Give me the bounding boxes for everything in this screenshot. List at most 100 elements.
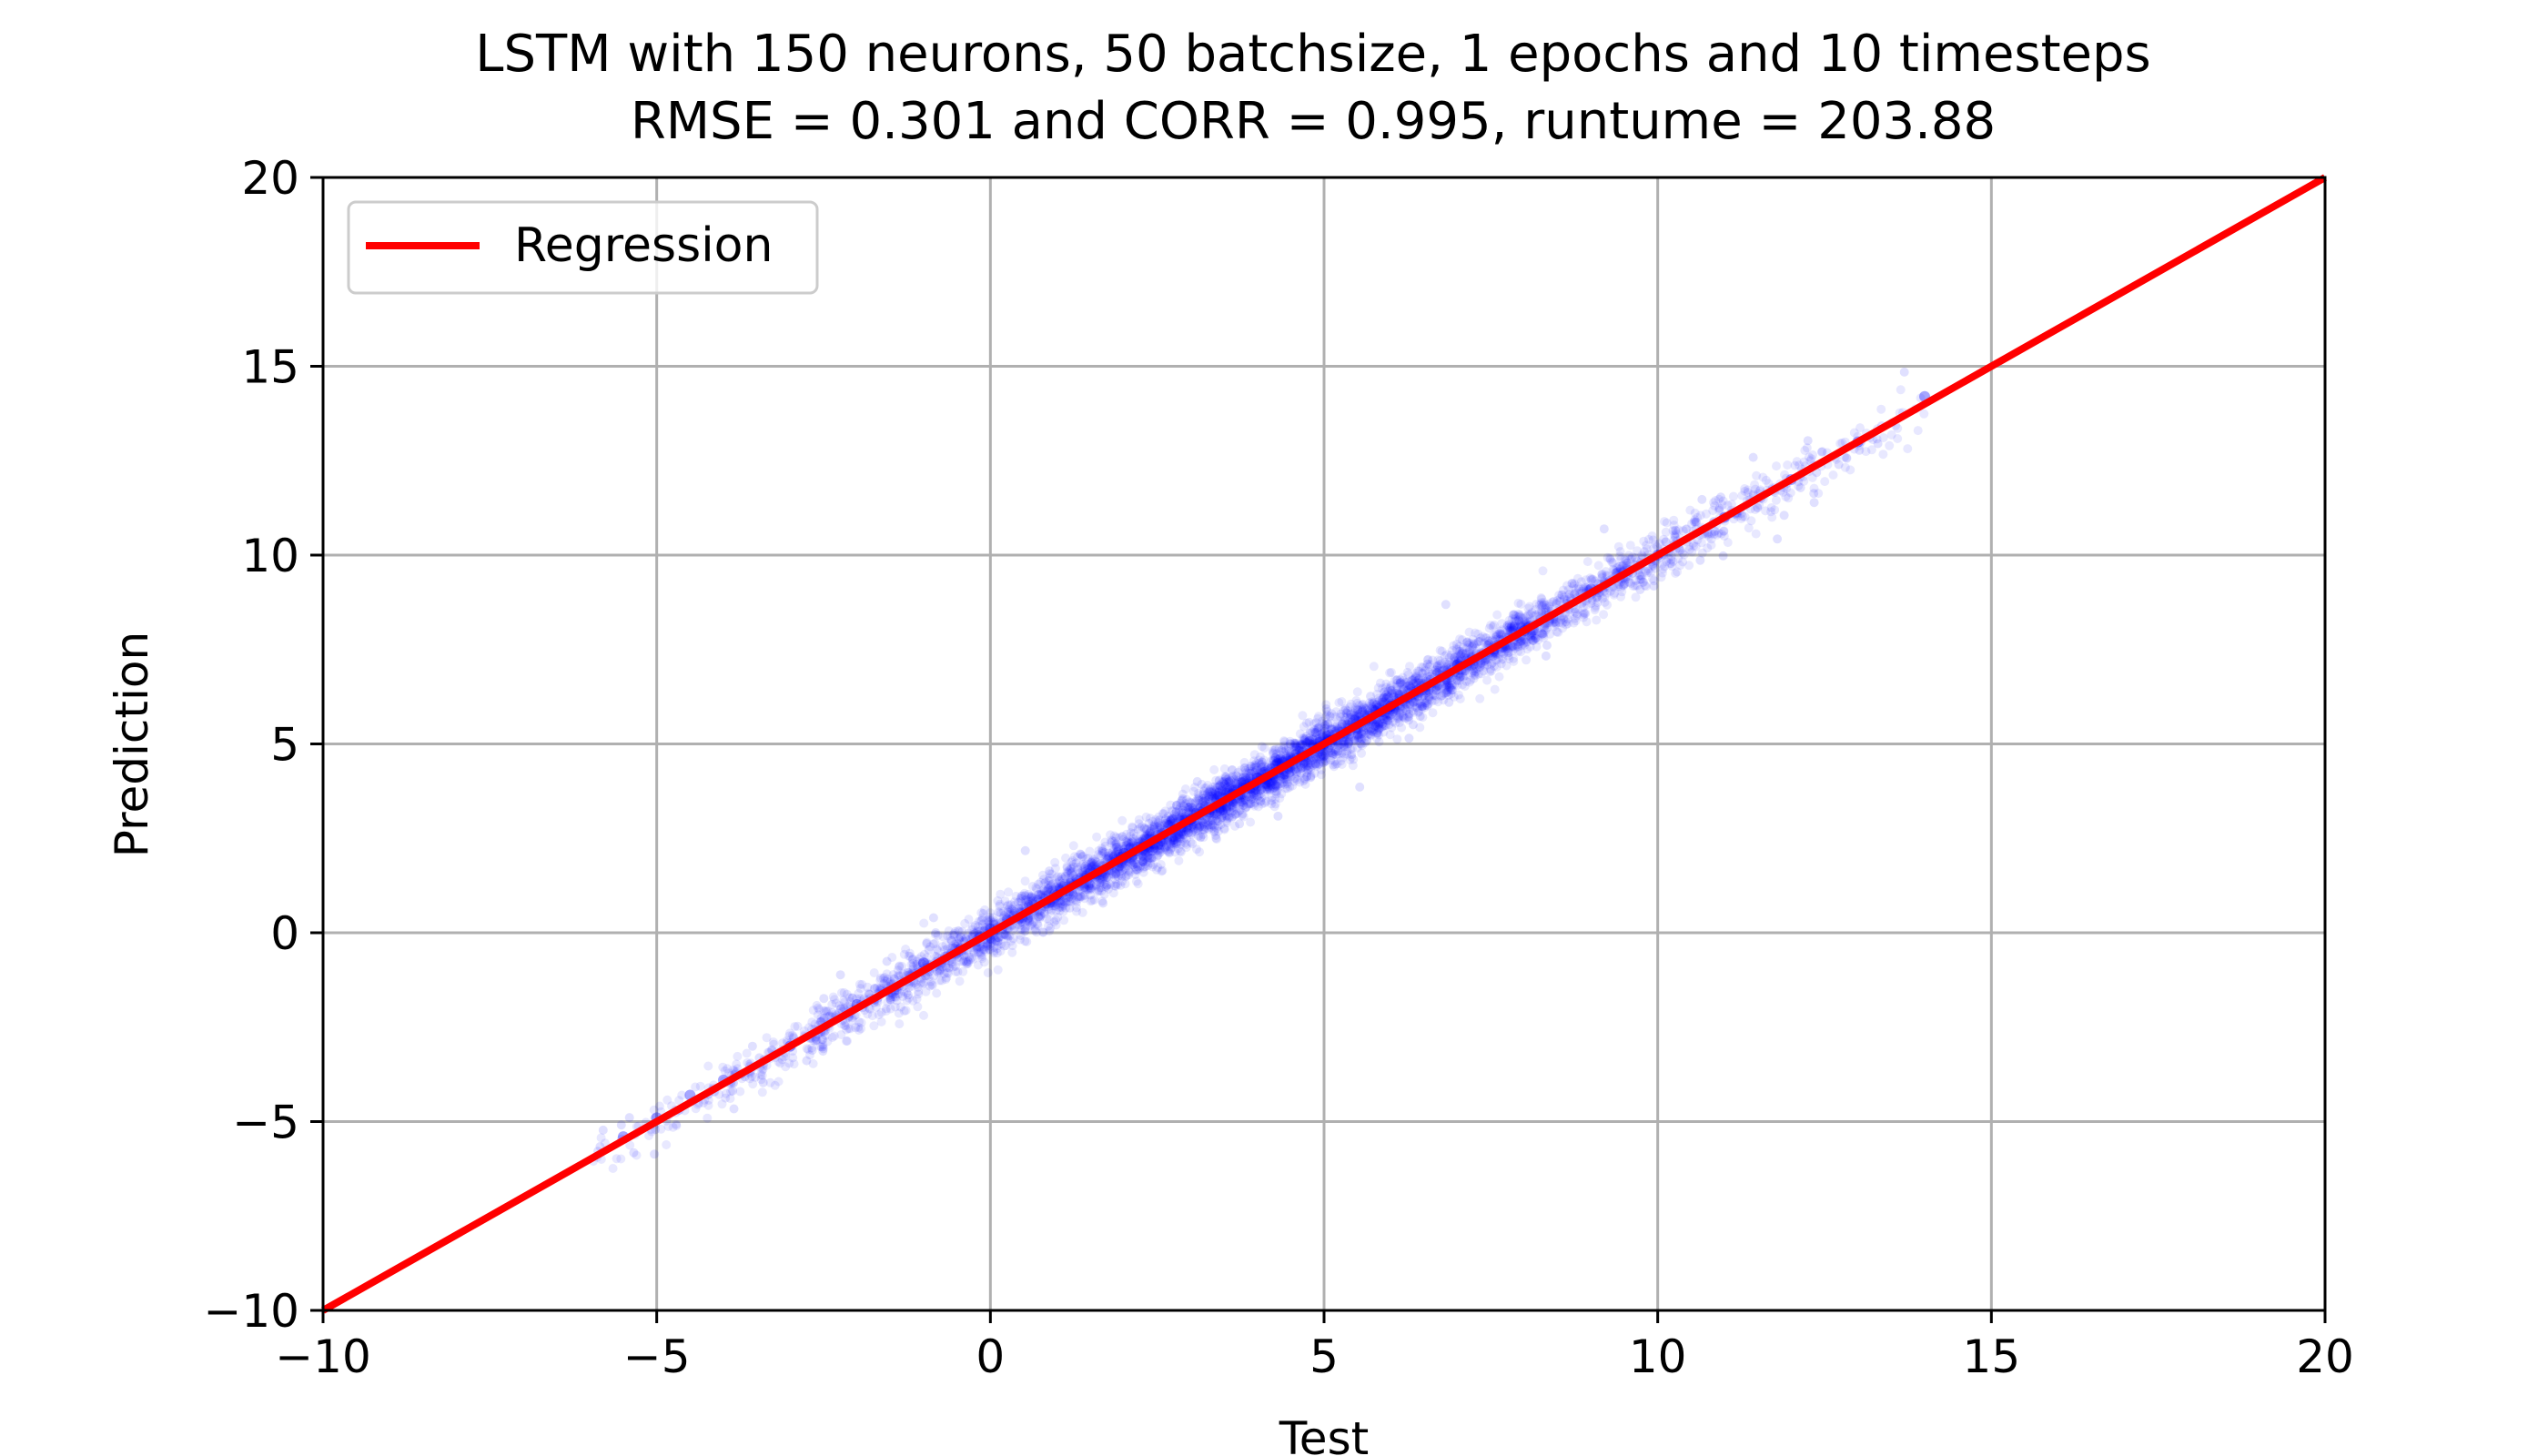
scatter-point: [847, 993, 857, 1003]
scatter-point: [1675, 561, 1685, 571]
scatter-point: [980, 945, 989, 955]
scatter-point: [1424, 667, 1434, 677]
scatter-point: [654, 1101, 664, 1111]
scatter-point: [1312, 723, 1322, 733]
scatter-point: [1053, 912, 1063, 922]
scatter-point: [1277, 746, 1287, 755]
scatter-point: [1509, 653, 1518, 663]
scatter-point: [1466, 675, 1476, 685]
scatter-point: [1489, 662, 1499, 671]
scatter-point: [1117, 841, 1127, 851]
scatter-point: [1245, 763, 1255, 774]
scatter-point: [1625, 554, 1634, 564]
scatter-point: [1661, 527, 1671, 537]
scatter-point: [1032, 919, 1042, 929]
scatter-point: [1668, 556, 1678, 566]
scatter-point: [817, 1035, 827, 1045]
scatter-point: [865, 1004, 875, 1014]
scatter-point: [1617, 587, 1627, 597]
scatter-point: [1047, 885, 1057, 895]
scatter-point: [1213, 790, 1223, 800]
scatter-point: [1321, 700, 1331, 710]
scatter-point: [1384, 711, 1394, 721]
scatter-point: [1204, 791, 1214, 801]
scatter-point: [1110, 836, 1120, 846]
scatter-point: [1587, 595, 1597, 605]
scatter-point: [1217, 784, 1227, 794]
scatter-point: [1099, 872, 1108, 882]
scatter-point: [895, 962, 904, 972]
scatter-point: [1431, 685, 1441, 695]
scatter-point: [1605, 554, 1615, 564]
scatter-point: [1272, 749, 1281, 759]
scatter-point: [1475, 693, 1485, 703]
scatter-point: [1372, 728, 1382, 738]
scatter-point: [1316, 770, 1326, 780]
scatter-point: [921, 986, 931, 996]
scatter-point: [1771, 495, 1781, 505]
scatter-point: [1087, 862, 1097, 872]
scatter-point: [1586, 575, 1596, 585]
scatter-point: [1015, 935, 1025, 945]
scatter-point: [672, 1121, 682, 1130]
scatter-point: [1488, 652, 1498, 662]
scatter-point: [1239, 798, 1249, 808]
scatter-point: [1642, 568, 1652, 578]
scatter-point: [1279, 741, 1289, 751]
scatter-point: [1168, 836, 1178, 845]
scatter-point: [1432, 661, 1442, 671]
scatter-point: [1222, 784, 1231, 793]
scatter-point: [1781, 491, 1791, 501]
scatter-point: [905, 948, 915, 958]
scatter-point: [970, 920, 980, 930]
scatter-point: [663, 1121, 673, 1131]
scatter-point: [1456, 649, 1466, 659]
scatter-point: [1219, 779, 1229, 789]
scatter-point: [1146, 826, 1156, 836]
scatter-point: [1491, 630, 1502, 640]
scatter-point: [1673, 567, 1682, 577]
scatter-point: [1090, 854, 1099, 864]
scatter-point: [1351, 696, 1361, 705]
scatter-point: [1310, 752, 1320, 762]
scatter-point: [888, 970, 898, 980]
scatter-point: [1284, 751, 1294, 761]
scatter-point: [1828, 470, 1838, 480]
scatter-point: [1671, 529, 1681, 539]
scatter-point: [1047, 884, 1057, 894]
scatter-point: [1597, 570, 1606, 580]
scatter-point: [895, 1019, 905, 1029]
scatter-point: [1286, 767, 1296, 777]
scatter-point: [1088, 854, 1098, 864]
scatter-point: [919, 949, 929, 959]
scatter-point: [1039, 878, 1049, 888]
scatter-point: [1156, 846, 1166, 856]
scatter-point: [1111, 868, 1120, 878]
scatter-point: [721, 1093, 731, 1103]
scatter-point: [1817, 447, 1827, 457]
scatter-point: [1092, 857, 1102, 867]
scatter-point: [1003, 905, 1013, 915]
scatter-point: [1269, 755, 1279, 765]
scatter-point: [1752, 470, 1762, 480]
scatter-point: [1174, 855, 1184, 865]
scatter-point: [1417, 699, 1427, 709]
scatter-point: [932, 988, 942, 998]
scatter-point: [1201, 795, 1211, 805]
scatter-point: [1096, 875, 1106, 885]
scatter-point: [1193, 825, 1203, 835]
scatter-point: [1476, 658, 1486, 668]
scatter-point: [919, 1010, 928, 1020]
scatter-point: [1496, 630, 1506, 640]
scatter-point: [1332, 721, 1342, 731]
scatter-point: [1532, 642, 1542, 652]
scatter-point: [757, 1087, 767, 1097]
scatter-point: [1500, 646, 1510, 656]
scatter-point: [1538, 566, 1548, 576]
scatter-point: [1481, 633, 1491, 643]
scatter-point: [1386, 713, 1396, 723]
scatter-point: [1386, 685, 1396, 695]
scatter-point: [612, 1154, 622, 1164]
scatter-point: [1436, 692, 1446, 702]
scatter-point: [1591, 601, 1601, 611]
